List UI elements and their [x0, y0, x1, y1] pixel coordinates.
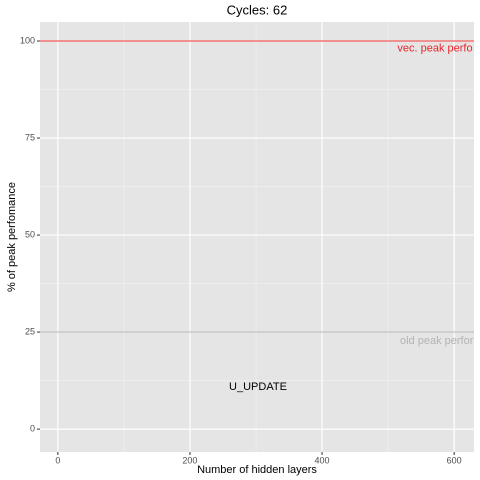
y-axis-title: % of peak perfomance: [6, 182, 18, 292]
annotation: old peak perfor: [400, 335, 474, 347]
y-tick-label: 0: [30, 423, 35, 433]
annotation: vec. peak perfo: [397, 43, 472, 55]
annotation: U_UPDATE: [229, 381, 287, 393]
x-tick-label: 400: [315, 455, 330, 465]
x-tick-label: 0: [55, 455, 60, 465]
x-tick-label: 200: [182, 455, 197, 465]
y-tick-label: 25: [25, 326, 35, 336]
y-tick-label: 100: [20, 35, 35, 45]
x-tick-label: 600: [447, 455, 462, 465]
x-axis-title: Number of hidden layers: [197, 464, 317, 476]
plot-area: vec. peak perfo old peak perfor U_UPDATE: [40, 40, 474, 393]
chart-title: Cycles: 62: [227, 2, 288, 17]
y-tick-label: 75: [25, 132, 35, 142]
grid: [40, 22, 474, 452]
y-tick-label: 50: [25, 229, 35, 239]
